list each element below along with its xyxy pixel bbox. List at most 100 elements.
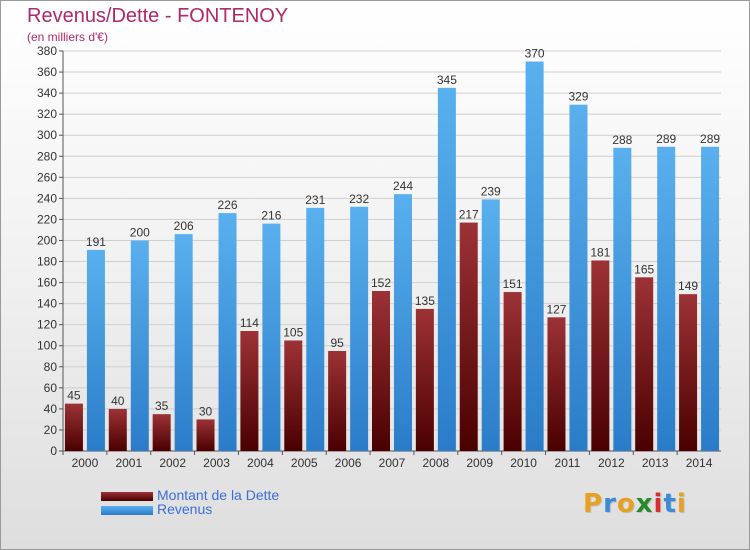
bar-debt [635, 277, 654, 451]
y-tick-label: 100 [37, 339, 57, 353]
y-tick-label: 280 [37, 149, 57, 163]
data-label-debt: 30 [199, 404, 213, 418]
data-label-debt: 45 [67, 389, 81, 403]
bar-revenue [306, 207, 325, 451]
bar-debt [196, 419, 215, 451]
y-tick-label: 300 [37, 128, 57, 142]
data-label-debt: 114 [240, 316, 259, 330]
data-label-debt: 127 [546, 302, 566, 316]
x-tick-label: 2007 [379, 456, 406, 470]
bar-revenue [437, 87, 456, 451]
legend-label-revenue: Revenus [157, 501, 213, 517]
x-tick-label: 2012 [598, 456, 625, 470]
bar-debt [328, 351, 347, 451]
y-tick-label: 320 [37, 107, 57, 121]
legend-swatch-debt [101, 492, 153, 501]
data-label-debt: 181 [590, 245, 610, 259]
bar-debt [591, 260, 610, 451]
proxiti-logo: Proxiti [583, 489, 687, 519]
data-label-debt: 151 [503, 277, 523, 291]
bar-revenue [701, 146, 720, 451]
axes: 0 20 40 60 80 100 120 140 160 180 200 220 240 260 280 3… [37, 44, 721, 470]
data-label-revenue: 345 [437, 73, 457, 87]
bar-revenue [613, 147, 632, 451]
data-label-debt: 217 [459, 208, 479, 222]
x-tick-label: 2009 [466, 456, 493, 470]
data-label-revenue: 244 [393, 179, 413, 193]
y-tick-label: 140 [37, 297, 57, 311]
data-label-revenue: 191 [86, 235, 106, 249]
bar-debt [459, 222, 478, 451]
bars [64, 61, 720, 452]
x-tick-label: 2014 [686, 456, 713, 470]
data-label-debt: 152 [371, 276, 391, 290]
y-tick-label: 20 [44, 423, 58, 437]
legend-label-debt: Montant de la Dette [157, 487, 280, 503]
data-label-revenue: 289 [700, 132, 720, 146]
y-tick-label: 260 [37, 170, 57, 184]
data-label-debt: 165 [634, 262, 654, 276]
data-label-revenue: 200 [130, 225, 150, 239]
data-label-debt: 35 [155, 399, 169, 413]
logo-letter: o [616, 489, 636, 519]
bar-debt [284, 340, 303, 451]
data-label-debt: 149 [678, 279, 698, 293]
y-tick-label: 40 [44, 402, 58, 416]
x-tick-label: 2006 [335, 456, 362, 470]
data-label-revenue: 232 [349, 192, 369, 206]
y-tick-label: 0 [50, 444, 57, 458]
legend-swatch-revenue [101, 506, 153, 515]
data-label-revenue: 329 [568, 90, 588, 104]
y-tick-label: 60 [44, 381, 58, 395]
y-tick-label: 240 [37, 191, 57, 205]
x-tick-label: 2002 [159, 456, 186, 470]
y-tick-label: 200 [37, 233, 57, 247]
x-tick-label: 2010 [510, 456, 537, 470]
bar-revenue [218, 213, 237, 451]
data-labels: 45 191 40 200 35 206 30 226 114 216 105 231 95 232 152… [67, 47, 720, 419]
data-label-revenue: 216 [261, 209, 281, 223]
grid-lines [63, 50, 721, 452]
data-label-revenue: 231 [305, 193, 325, 207]
data-label-revenue: 289 [656, 132, 676, 146]
data-label-revenue: 288 [612, 133, 632, 147]
y-tick-label: 120 [37, 318, 57, 332]
x-tick-label: 2005 [291, 456, 318, 470]
data-label-revenue: 226 [218, 198, 238, 212]
bar-revenue [481, 199, 500, 451]
chart-title: Revenus/Dette - FONTENOY [27, 5, 289, 27]
data-label-debt: 95 [330, 336, 344, 350]
logo-letter: i [676, 489, 687, 519]
x-tick-label: 2001 [115, 456, 142, 470]
bar-debt [152, 414, 171, 451]
logo-letter: i [653, 489, 664, 519]
bar-debt [503, 292, 522, 451]
logo-letter: r [603, 489, 617, 519]
bar-revenue [569, 104, 588, 452]
chart-subtitle: (en milliers d'€) [27, 30, 108, 44]
data-label-debt: 135 [415, 294, 435, 308]
data-label-revenue: 239 [481, 184, 501, 198]
bar-debt [240, 331, 259, 451]
y-tick-label: 220 [37, 212, 57, 226]
bar-debt [108, 408, 127, 451]
data-label-debt: 105 [283, 325, 303, 339]
bar-debt [64, 403, 83, 451]
x-tick-label: 2000 [72, 456, 99, 470]
x-tick-label: 2013 [642, 456, 669, 470]
bar-revenue [174, 234, 193, 451]
y-tick-label: 380 [37, 44, 57, 58]
bar-revenue [657, 146, 676, 451]
bar-revenue [86, 249, 105, 451]
bar-revenue [350, 206, 369, 451]
y-tick-label: 80 [44, 360, 58, 374]
bar-revenue [262, 223, 281, 451]
x-tick-label: 2003 [203, 456, 230, 470]
x-tick-label: 2004 [247, 456, 274, 470]
y-tick-label: 340 [37, 86, 57, 100]
bar-debt [679, 294, 698, 451]
data-label-revenue: 370 [525, 47, 545, 61]
x-tick-label: 2008 [423, 456, 450, 470]
